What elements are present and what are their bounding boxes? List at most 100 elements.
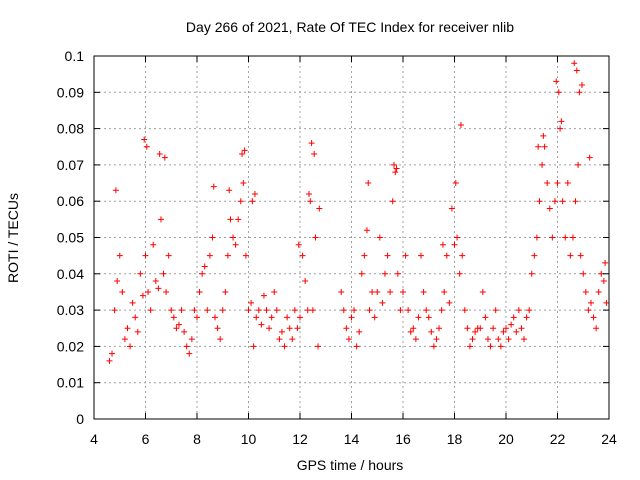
data-point [109,350,116,357]
data-point [156,151,163,158]
data-point [510,314,517,321]
data-point [407,328,414,335]
x-tick-label: 24 [601,431,617,447]
data-point [363,227,370,234]
data-point [250,343,257,350]
data-point [539,161,546,168]
data-point [222,288,229,295]
y-tick-label: 0.08 [57,121,84,137]
data-point [299,252,306,259]
data-point [533,234,540,241]
data-point [227,216,234,223]
data-point [121,336,128,343]
data-point [569,234,576,241]
data-point [297,314,303,321]
x-tick-label: 22 [550,431,566,447]
data-point [155,285,162,292]
data-point [226,187,233,194]
y-axis-title: ROTI / TECUs [5,193,21,283]
data-point [358,270,365,277]
data-point [469,336,476,343]
data-point [365,180,372,187]
data-point [348,314,355,321]
data-point [263,307,270,314]
data-point [528,270,535,277]
data-point [464,325,471,332]
data-point [482,314,489,321]
x-tick-label: 18 [447,431,463,447]
data-point [371,314,378,321]
data-point [580,270,587,277]
data-point [147,307,154,314]
data-point [291,307,298,314]
data-point [544,180,551,187]
data-point [553,78,560,85]
data-point [235,216,242,223]
data-point [472,328,479,335]
data-point [405,307,412,314]
data-point [311,151,318,158]
data-point [484,336,491,343]
y-tick-label: 0.1 [65,48,85,64]
data-point [603,299,610,306]
data-point [111,307,118,314]
data-point [186,350,193,357]
data-point [199,270,206,277]
data-point [443,252,450,259]
data-point [150,241,157,248]
data-point [587,299,594,306]
data-point [420,288,427,295]
data-point [315,343,322,350]
data-point [400,288,406,295]
data-point [535,143,542,150]
y-tick-label: 0.03 [57,302,84,318]
data-point [353,343,360,350]
x-axis-title: GPS time / hours [297,457,404,473]
data-point [551,198,558,205]
data-point [286,325,293,332]
data-point [253,314,260,321]
data-point [387,288,394,295]
data-point [457,121,464,128]
data-point [505,336,512,343]
data-point [477,325,484,332]
data-point [430,343,437,350]
data-point [573,67,580,74]
data-point [196,288,203,295]
data-point [294,325,301,332]
data-point [595,288,602,295]
data-point [562,234,569,241]
data-point [141,136,148,143]
data-point [163,288,170,295]
data-point [112,187,119,194]
y-tick-label: 0.02 [57,338,84,354]
data-point [232,241,239,248]
data-point [106,357,113,364]
data-point [316,205,323,212]
data-point [245,307,252,314]
data-point [459,252,466,259]
data-point [209,234,216,241]
data-point [351,307,358,314]
data-point [119,288,126,295]
data-point [448,205,455,212]
data-point [384,252,391,259]
data-point [549,234,556,241]
data-point [410,325,417,332]
data-point [555,89,562,96]
data-point [248,299,255,306]
data-point [540,132,547,139]
x-tick-label: 20 [498,431,514,447]
data-point [394,270,401,277]
data-point [495,336,502,343]
data-point [586,154,593,161]
data-point [289,336,296,343]
data-point [249,198,256,205]
data-point [361,252,368,259]
data-point [239,151,246,158]
data-point [306,190,313,197]
x-tick-label: 10 [241,431,257,447]
y-tick-label: 0.04 [57,266,84,282]
data-point [503,325,509,332]
